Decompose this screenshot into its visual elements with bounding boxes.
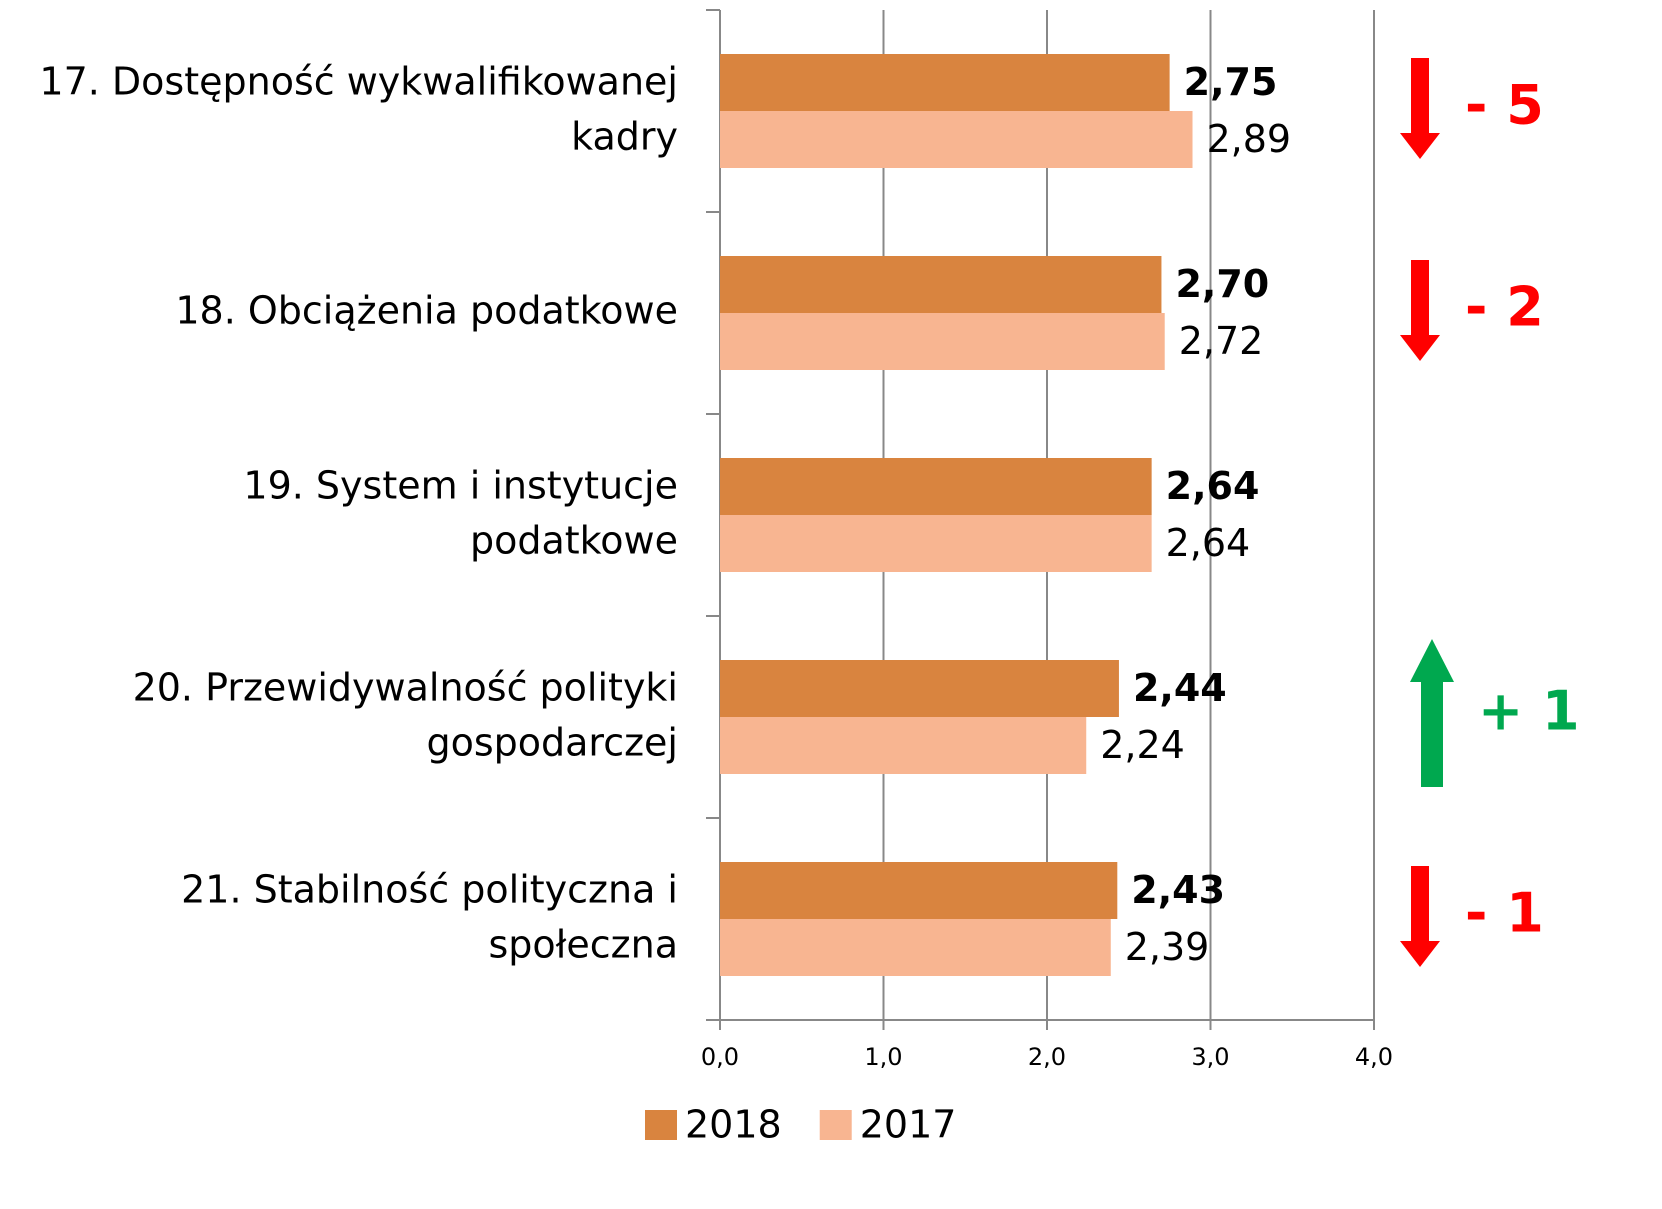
arrow-shaft <box>1411 260 1429 335</box>
arrow-shaft <box>1411 866 1429 941</box>
x-tick-label: 3,0 <box>1191 1043 1229 1071</box>
bar <box>720 256 1162 313</box>
bar <box>720 458 1152 515</box>
rank-change-label: - 5 <box>1465 74 1544 137</box>
arrow-head <box>1400 133 1440 159</box>
value-label: 2,75 <box>1184 60 1278 104</box>
arrow-head <box>1410 639 1454 682</box>
rank-arrow <box>1400 866 1440 967</box>
category-label-line: podatkowe <box>470 518 678 562</box>
category-label-line: 21. Stabilność polityczna i <box>181 867 678 911</box>
category-label-line: 19. System i instytucje <box>243 463 678 507</box>
value-label: 2,89 <box>1207 117 1292 161</box>
rank-arrow <box>1400 260 1440 361</box>
category-label: 19. System i instytucje podatkowe <box>243 463 678 562</box>
value-label: 2,39 <box>1125 925 1210 969</box>
legend-label: 2017 <box>860 1103 957 1147</box>
bar <box>720 717 1087 774</box>
arrow-head <box>1400 941 1440 967</box>
category-label-line: społeczna <box>488 922 678 966</box>
category-label-line: 20. Przewidywalność polityki <box>133 665 678 709</box>
bar <box>720 660 1119 717</box>
x-tick-label: 2,0 <box>1028 1043 1066 1071</box>
rank-change-label: + 1 <box>1478 680 1580 743</box>
arrow-head <box>1400 335 1440 361</box>
bar <box>720 862 1118 919</box>
value-label: 2,64 <box>1166 521 1251 565</box>
x-tick-label: 4,0 <box>1355 1043 1393 1071</box>
bar <box>720 919 1111 976</box>
legend-swatch <box>645 1110 677 1140</box>
legend-swatch <box>819 1110 852 1140</box>
value-label: 2,43 <box>1131 868 1225 912</box>
rank-arrow <box>1410 639 1454 787</box>
arrow-shaft <box>1421 682 1443 787</box>
x-tick-label: 1,0 <box>864 1043 902 1071</box>
legend-label: 2018 <box>685 1103 782 1147</box>
rank-change-label: - 2 <box>1465 276 1544 339</box>
category-label-line: 17. Dostępność wykwalifikowanej <box>39 59 678 103</box>
value-label: 2,44 <box>1133 666 1227 710</box>
arrow-shaft <box>1411 58 1429 133</box>
category-label-line: gospodarczej <box>426 720 678 764</box>
rank-change-label: - 1 <box>1465 882 1544 945</box>
x-tick-label: 0,0 <box>701 1043 739 1071</box>
category-label: 17. Dostępność wykwalifikowanej kadry <box>39 59 678 158</box>
value-label: 2,70 <box>1175 262 1269 306</box>
bar <box>720 515 1152 572</box>
value-label: 2,24 <box>1100 723 1185 767</box>
value-label: 2,64 <box>1166 464 1260 508</box>
rank-arrow <box>1400 58 1440 159</box>
bar <box>720 54 1170 111</box>
category-label-line: kadry <box>571 114 678 158</box>
category-label: 20. Przewidywalność polityki gospodarczej <box>133 665 678 764</box>
bar <box>720 313 1165 370</box>
category-label: 21. Stabilność polityczna i społeczna <box>181 867 678 966</box>
category-label: 18. Obciążenia podatkowe <box>175 289 678 333</box>
value-label: 2,72 <box>1179 319 1264 363</box>
bar <box>720 111 1193 168</box>
